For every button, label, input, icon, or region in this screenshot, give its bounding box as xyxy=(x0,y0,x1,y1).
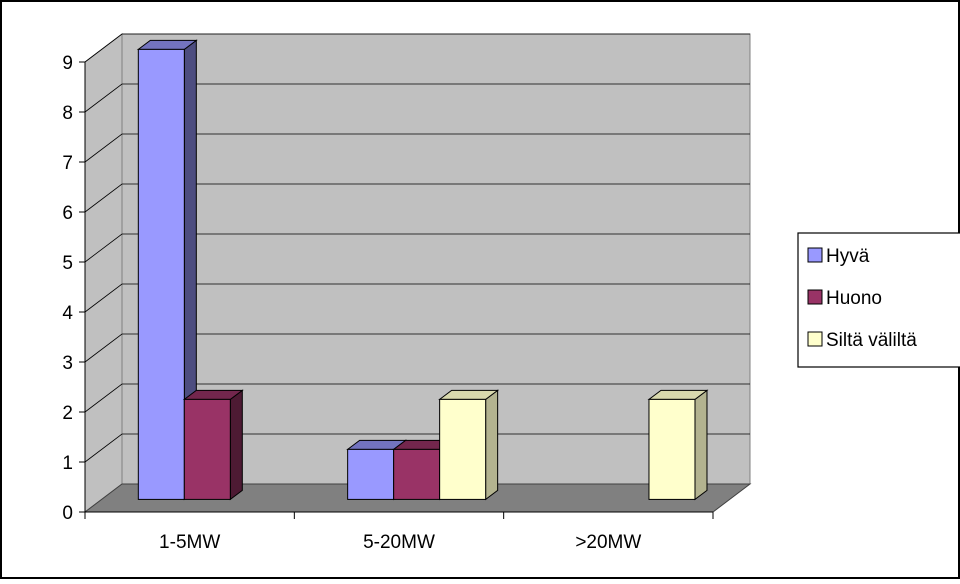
bar xyxy=(136,39,198,501)
bar-front xyxy=(393,448,441,500)
bars xyxy=(136,39,709,501)
x-axis-ticks: 1-5MW 5-20MW >20MW xyxy=(84,511,714,553)
x-tick-label: 5-20MW xyxy=(363,532,435,553)
legend-label: Huono xyxy=(826,288,882,309)
bar xyxy=(182,389,244,501)
y-axis-ticks: 0 1 2 3 4 5 6 7 8 9 xyxy=(62,53,86,524)
bar xyxy=(346,439,408,501)
bar-side xyxy=(485,389,499,501)
bar xyxy=(647,389,709,501)
legend: Hyvä Huono Siltä väliltä xyxy=(797,232,960,368)
y-tick-label: 1 xyxy=(62,453,73,474)
legend-label: Siltä väliltä xyxy=(826,330,917,351)
legend-swatch xyxy=(807,331,823,347)
gridline xyxy=(84,133,750,163)
y-tick-label: 6 xyxy=(62,203,73,224)
gridline xyxy=(84,333,750,363)
bar-front xyxy=(648,398,696,500)
gridline xyxy=(84,283,750,313)
y-tick-label: 4 xyxy=(62,303,73,324)
gridline xyxy=(84,233,750,263)
bar-front xyxy=(183,398,231,500)
bar-side xyxy=(229,389,243,501)
legend-box xyxy=(797,232,960,368)
bar-front xyxy=(347,448,395,500)
legend-label: Hyvä xyxy=(826,246,870,267)
y-tick-label: 7 xyxy=(62,153,73,174)
bar-front xyxy=(439,398,487,500)
bar xyxy=(438,389,500,501)
bar-side xyxy=(694,389,708,501)
x-tick-label: 1-5MW xyxy=(159,532,220,553)
gridline xyxy=(84,83,750,113)
y-tick-label: 9 xyxy=(62,53,73,74)
x-tick-label: >20MW xyxy=(575,532,641,553)
gridline xyxy=(84,33,750,63)
gridline xyxy=(84,383,750,413)
y-tick-label: 8 xyxy=(62,103,73,124)
legend-swatch xyxy=(807,289,823,305)
side-wall xyxy=(84,32,123,514)
gridline xyxy=(84,183,750,213)
y-tick-label: 2 xyxy=(62,403,73,424)
bar-front xyxy=(137,48,185,500)
y-tick-label: 5 xyxy=(62,253,73,274)
y-tick-label: 3 xyxy=(62,353,73,374)
y-tick-label: 0 xyxy=(62,503,73,524)
legend-swatch xyxy=(807,247,823,263)
gridline xyxy=(84,433,750,463)
